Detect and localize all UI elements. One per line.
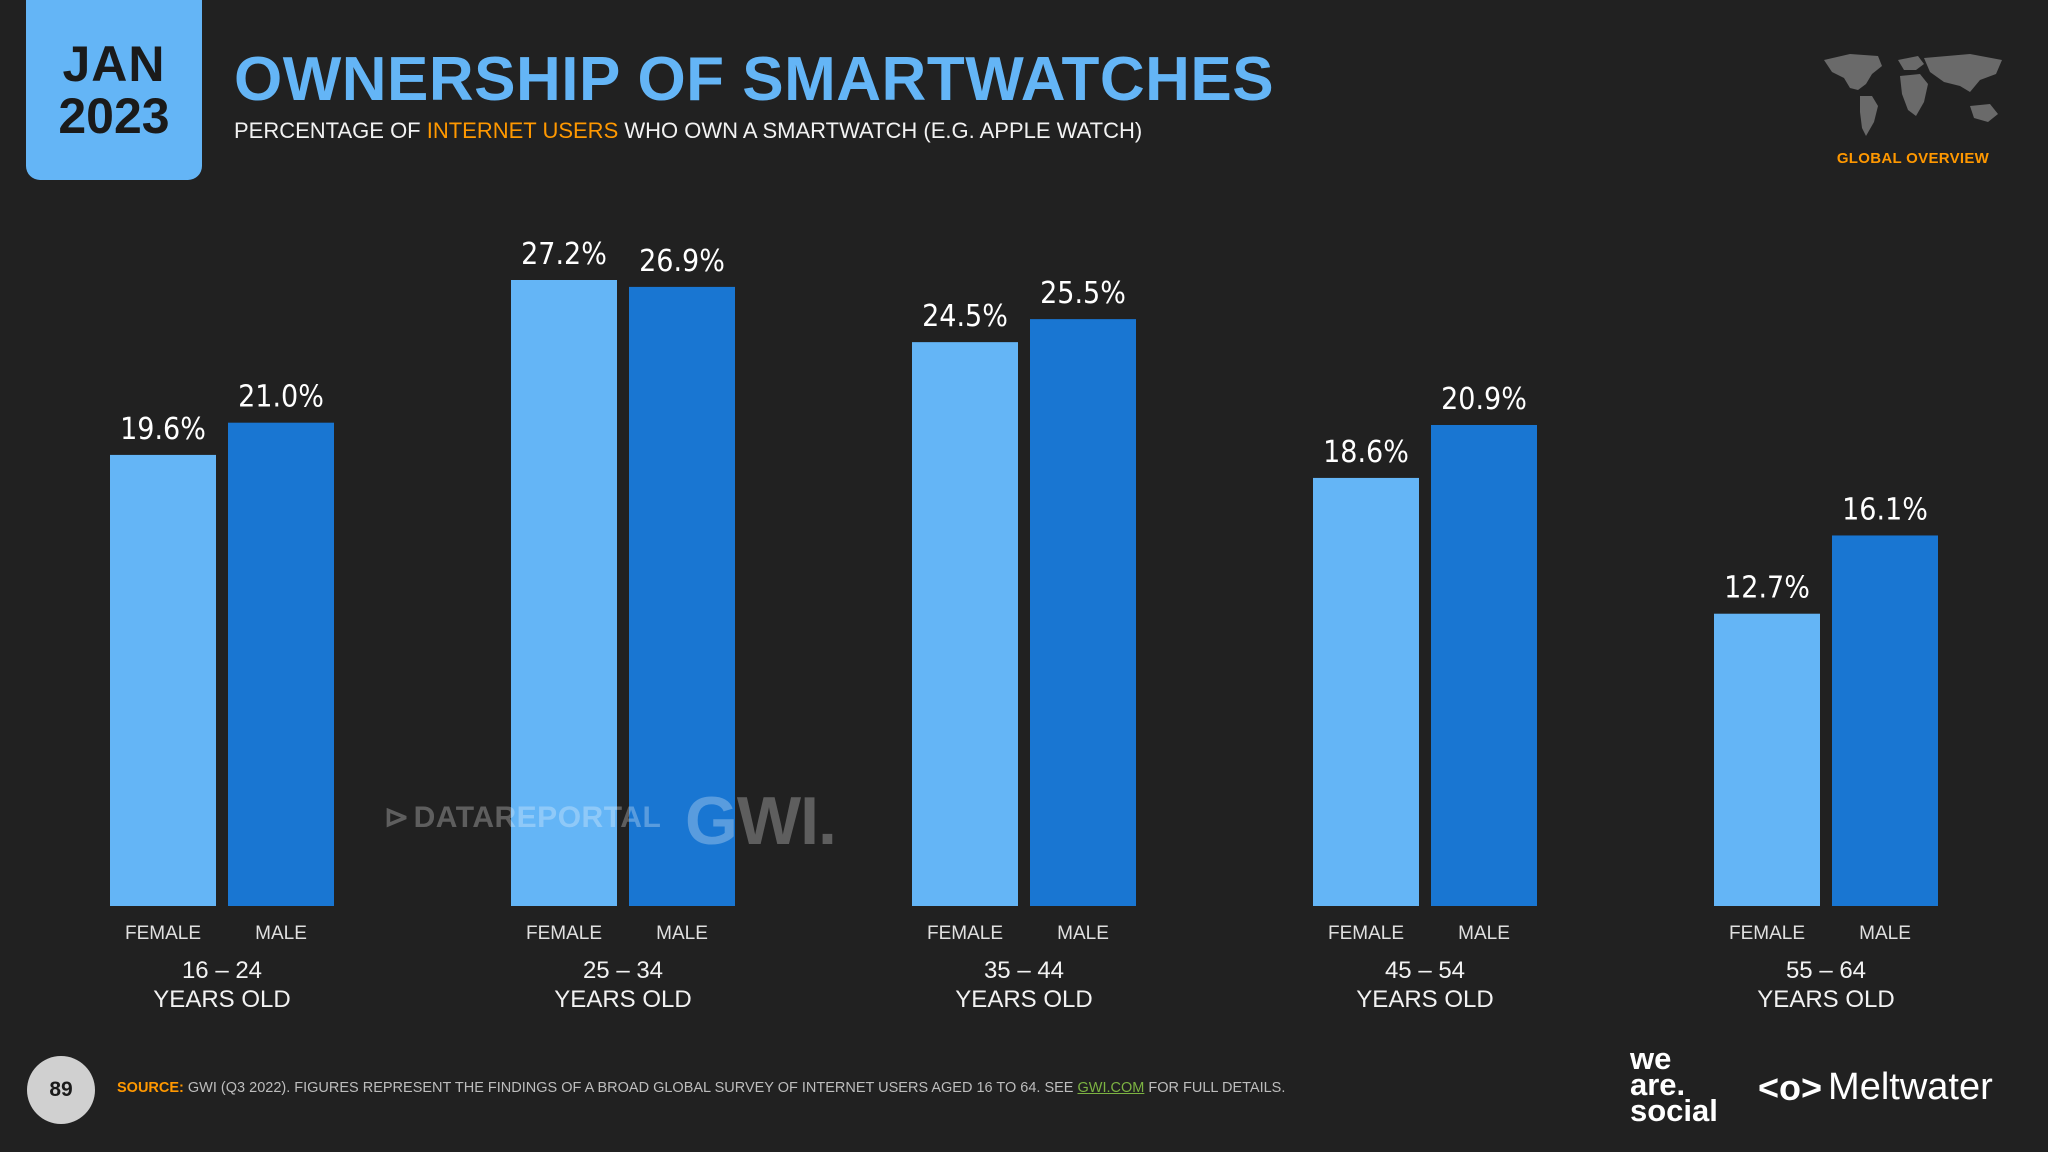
subtitle-post: WHO OWN A SMARTWATCH (E.G. APPLE WATCH): [618, 118, 1143, 143]
we-are-social-logo: we are. social: [1630, 1041, 1718, 1128]
data-label: 19.6%: [120, 412, 206, 447]
series-label: MALE: [656, 923, 708, 944]
world-map-icon: [1824, 54, 2002, 136]
source-link[interactable]: GWI.COM: [1077, 1080, 1145, 1096]
was-line-2: are.: [1630, 1067, 1686, 1102]
category-label: 45 – 54: [1385, 957, 1465, 984]
was-line-1: we: [1630, 1041, 1672, 1076]
bar-female: [511, 280, 617, 906]
series-label: MALE: [1057, 923, 1109, 944]
series-label: FEMALE: [927, 923, 1003, 944]
series-label: FEMALE: [526, 923, 602, 944]
was-line-3: social: [1630, 1093, 1718, 1128]
category-sublabel: YEARS OLD: [955, 986, 1092, 1013]
data-label: 16.1%: [1842, 492, 1928, 527]
series-label: FEMALE: [125, 923, 201, 944]
datareportal-logo-icon: ⊳: [384, 801, 410, 834]
source-text: GWI (Q3 2022). FIGURES REPRESENT THE FIN…: [183, 1080, 1078, 1096]
gwi-watermark: GWI.: [685, 783, 837, 859]
series-label: MALE: [1458, 923, 1510, 944]
category-label: 55 – 64: [1786, 957, 1866, 984]
meltwater-text: Meltwater: [1828, 1066, 1993, 1108]
bar-male: [1832, 535, 1938, 906]
data-label: 12.7%: [1724, 571, 1810, 606]
bar-male: [629, 286, 735, 906]
data-label: 26.9%: [639, 244, 725, 279]
datareportal-text: DATAREPORTAL: [413, 801, 662, 834]
category-label: 35 – 44: [984, 957, 1064, 984]
bar-male: [228, 422, 334, 906]
data-label: 20.9%: [1441, 382, 1527, 417]
source-tail: FOR FULL DETAILS.: [1144, 1080, 1286, 1096]
page-subtitle: PERCENTAGE OF INTERNET USERS WHO OWN A S…: [234, 118, 1142, 144]
category-label: 16 – 24: [182, 957, 262, 984]
meltwater-logo-icon: <o>: [1758, 1066, 1823, 1108]
data-label: 27.2%: [521, 237, 607, 272]
source-label: SOURCE:: [117, 1080, 184, 1096]
category-sublabel: YEARS OLD: [153, 986, 290, 1013]
date-month: JAN: [62, 36, 166, 92]
section-label: GLOBAL OVERVIEW: [1836, 150, 1990, 167]
series-label: MALE: [255, 923, 307, 944]
series-label: FEMALE: [1328, 923, 1404, 944]
bar-female: [110, 454, 216, 906]
category-label: 25 – 34: [583, 957, 663, 984]
source-note: SOURCE: GWI (Q3 2022). FIGURES REPRESENT…: [117, 1080, 1285, 1096]
series-label: MALE: [1859, 923, 1911, 944]
date-badge: JAN 2023: [26, 0, 202, 180]
meltwater-logo: <o> Meltwater: [1758, 1066, 1993, 1109]
page-number: 89: [27, 1056, 95, 1124]
data-label: 25.5%: [1040, 276, 1126, 311]
bar-male: [1431, 424, 1537, 906]
datareportal-watermark: ⊳ DATAREPORTAL: [384, 800, 661, 835]
category-sublabel: YEARS OLD: [1757, 986, 1894, 1013]
subtitle-pre: PERCENTAGE OF: [234, 118, 427, 143]
category-sublabel: YEARS OLD: [554, 986, 691, 1013]
subtitle-highlight: INTERNET USERS: [426, 118, 619, 143]
bar-female: [1313, 477, 1419, 906]
bar-female: [1714, 613, 1820, 906]
page-title: OWNERSHIP OF SMARTWATCHES: [234, 45, 1275, 114]
date-year: 2023: [58, 88, 170, 144]
data-label: 24.5%: [922, 299, 1008, 334]
data-label: 21.0%: [238, 380, 324, 415]
category-sublabel: YEARS OLD: [1356, 986, 1493, 1013]
series-label: FEMALE: [1729, 923, 1805, 944]
bar-male: [1030, 319, 1136, 906]
data-label: 18.6%: [1323, 435, 1409, 470]
bar-female: [912, 342, 1018, 906]
